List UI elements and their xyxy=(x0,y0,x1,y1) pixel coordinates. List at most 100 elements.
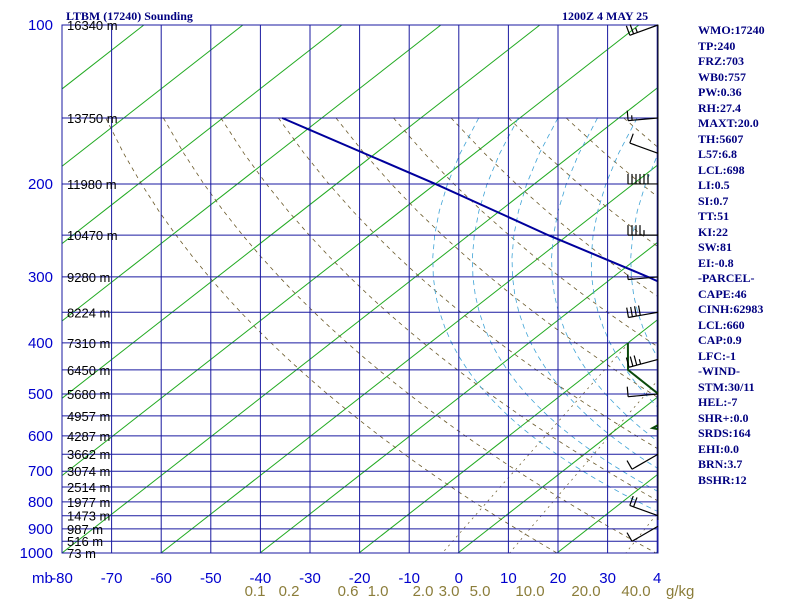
height-label: 2514 m xyxy=(67,480,110,495)
isotherm-line xyxy=(62,25,244,167)
mixing-ratio-line xyxy=(769,343,800,553)
index-entry: CAP:0.9 xyxy=(698,333,742,347)
temperature-tick-label: -20 xyxy=(349,570,371,587)
dry-adiabat xyxy=(335,117,658,399)
wind-barb xyxy=(626,386,659,398)
sounding-title: LTBM (17240) Sounding xyxy=(66,9,193,23)
pressure-tick-label: 500 xyxy=(28,386,53,403)
index-entry: BSHR:12 xyxy=(698,472,747,487)
height-label: 16340 m xyxy=(67,18,118,33)
index-entry: L57:6.8 xyxy=(698,147,737,161)
wind-barb-flag xyxy=(633,497,638,508)
wind-barb xyxy=(627,173,658,185)
temperature-tick-label: 10 xyxy=(500,570,517,587)
pressure-tick-label: 1000 xyxy=(20,545,53,562)
isotherm-line xyxy=(457,396,658,553)
wind-barb-flag xyxy=(625,357,630,368)
index-entry: LCL:698 xyxy=(698,162,745,177)
height-label: 73 m xyxy=(67,546,96,561)
temperature-tick-label: -40 xyxy=(250,570,272,587)
pressure-unit-label: mb xyxy=(32,570,53,587)
wind-barb xyxy=(626,305,659,319)
isotherm-line xyxy=(62,25,640,477)
mixing-ratio-tick-label: 2.0 xyxy=(413,583,434,600)
height-label: 7310 m xyxy=(67,336,110,351)
wind-barb-shaft xyxy=(628,276,659,281)
wind-barb xyxy=(626,453,659,470)
index-entry: KI:22 xyxy=(698,224,728,239)
wind-barb xyxy=(625,355,659,368)
wind-barb-flag xyxy=(633,355,638,366)
wind-barb-flag xyxy=(630,306,633,317)
height-label: 987 m xyxy=(67,522,103,537)
index-entry: WB0:757 xyxy=(698,69,746,84)
mixing-ratio-tick-label: 0.2 xyxy=(279,583,300,600)
index-entry: SI:0.7 xyxy=(698,193,729,208)
index-entry: -WIND- xyxy=(698,364,740,378)
dry-adiabat xyxy=(393,117,658,348)
index-entry: TH:5607 xyxy=(698,131,744,146)
index-entry: FRZ:703 xyxy=(698,54,744,68)
dry-adiabat xyxy=(278,117,658,450)
wind-barb-flag xyxy=(626,307,630,318)
temperature-tick-label: 30 xyxy=(599,570,616,587)
wind-barb-shaft xyxy=(629,504,659,517)
index-entry: STM:30/11 xyxy=(698,379,755,394)
wind-barb xyxy=(626,110,659,122)
wind-barb-flag xyxy=(626,110,629,121)
moist-adiabat xyxy=(789,118,800,553)
wind-barb-shaft xyxy=(628,311,659,319)
index-entry: SRDS:164 xyxy=(698,426,751,440)
mixing-ratio-tick-label: 10.0 xyxy=(515,583,544,600)
height-label: 1473 m xyxy=(67,509,110,524)
dry-adiabat xyxy=(796,118,800,553)
wind-barb xyxy=(629,133,659,154)
index-entry: RH:27.4 xyxy=(698,100,741,115)
isotherm-line xyxy=(358,318,658,553)
temperature-tick-label: -10 xyxy=(398,570,420,587)
height-label: 6450 m xyxy=(67,363,110,378)
dry-adiabat xyxy=(565,117,658,198)
index-entry: CAPE:46 xyxy=(698,286,747,301)
wind-barb-shaft xyxy=(628,117,659,122)
wind-barb-halfflag xyxy=(638,359,642,365)
height-label: 9280 m xyxy=(67,270,110,285)
pressure-tick-label: 300 xyxy=(28,269,53,286)
wind-barb-flag xyxy=(626,386,629,397)
wind-barb-shaft xyxy=(631,453,659,470)
mixing-ratio-tick-label: 1.0 xyxy=(368,583,389,600)
index-entry: CINH:62983 xyxy=(698,302,764,316)
wind-barb-column xyxy=(625,24,659,542)
wind-barb-flag xyxy=(629,495,634,506)
pressure-tick-label: 600 xyxy=(28,428,53,445)
mixing-ratio-tick-label: 0.1 xyxy=(245,583,266,600)
wind-barb xyxy=(627,274,659,281)
isotherm-line xyxy=(160,164,658,553)
temperature-tick-label: -30 xyxy=(299,570,321,587)
height-label: 516 m xyxy=(67,534,103,549)
pressure-tick-label: 700 xyxy=(28,463,53,480)
chart-grid xyxy=(61,24,800,554)
wind-barb xyxy=(626,525,659,542)
height-label: 13750 m xyxy=(67,111,118,126)
plot-area xyxy=(62,25,800,553)
index-entry: EI:-0.8 xyxy=(698,255,734,270)
pressure-tick-label: 800 xyxy=(28,494,53,511)
wind-barb xyxy=(625,24,659,36)
sounding-traces xyxy=(281,117,658,431)
height-label: 3662 m xyxy=(67,447,110,462)
pressure-tick-label: 200 xyxy=(28,176,53,193)
isotherm-line xyxy=(259,241,658,553)
index-entry: WMO:17240 xyxy=(698,23,765,37)
index-entry: HEL:-7 xyxy=(698,395,738,409)
temperature-tick-label: -50 xyxy=(200,570,222,587)
wind-barb-flag xyxy=(637,305,641,316)
index-entry: BRN:3.7 xyxy=(698,457,743,471)
wind-barb-flag xyxy=(629,356,634,367)
temperature-tick-label: 20 xyxy=(550,570,567,587)
index-entry: LCL:660 xyxy=(698,317,745,332)
index-entry: EHI:0.0 xyxy=(698,441,740,456)
wind-barb-halfflag xyxy=(635,27,638,33)
mixing-ratio-tick-label: 40.0 xyxy=(621,583,650,600)
